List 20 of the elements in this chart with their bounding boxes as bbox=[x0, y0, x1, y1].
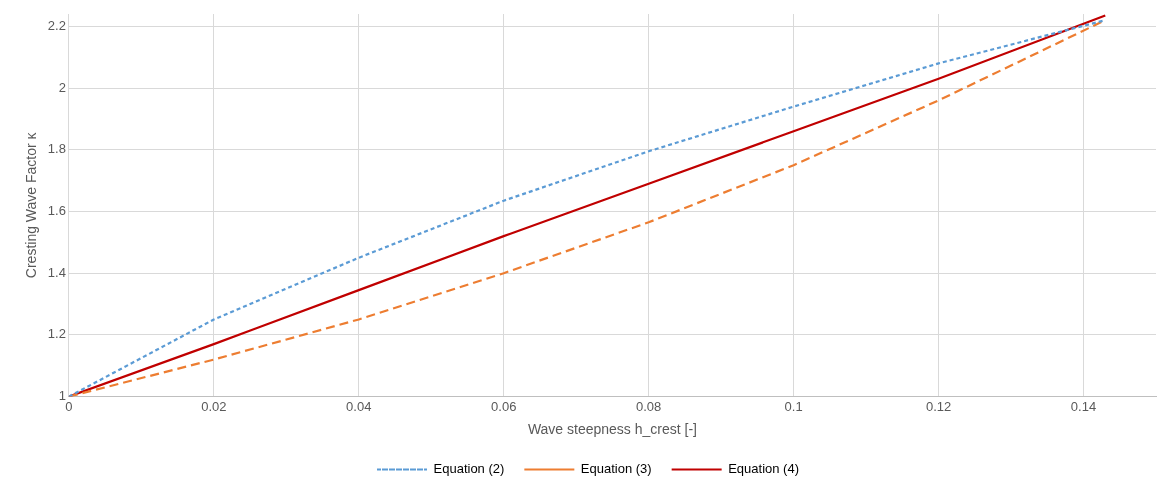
legend-label: Equation (2) bbox=[433, 461, 505, 477]
y-tick-label: 1.4 bbox=[47, 264, 66, 280]
y-axis-title: Cresting Wave Factor κ bbox=[23, 131, 40, 279]
x-tick-label: 0.1 bbox=[784, 398, 803, 414]
y-tick-label: 1 bbox=[58, 388, 66, 404]
x-axis-title: Wave steepness h_crest [-] bbox=[527, 421, 697, 438]
y-tick-label: 1.6 bbox=[47, 203, 66, 219]
x-tick-label: 0.08 bbox=[636, 398, 662, 414]
x-tick-label: 0.04 bbox=[346, 398, 372, 414]
x-tick-label: 0.14 bbox=[1070, 398, 1097, 414]
y-tick-label: 1.8 bbox=[47, 141, 66, 157]
y-tick-label: 2.2 bbox=[47, 17, 66, 33]
legend-label: Equation (3) bbox=[580, 461, 652, 477]
legend-label: Equation (4) bbox=[728, 461, 799, 477]
x-tick-label: 0.02 bbox=[201, 398, 227, 414]
y-tick-label: 2 bbox=[58, 79, 66, 95]
x-tick-label: 0 bbox=[65, 398, 73, 414]
x-tick-label: 0.06 bbox=[491, 398, 517, 414]
y-tick-label: 1.2 bbox=[47, 326, 66, 342]
x-tick-label: 0.12 bbox=[925, 398, 952, 414]
